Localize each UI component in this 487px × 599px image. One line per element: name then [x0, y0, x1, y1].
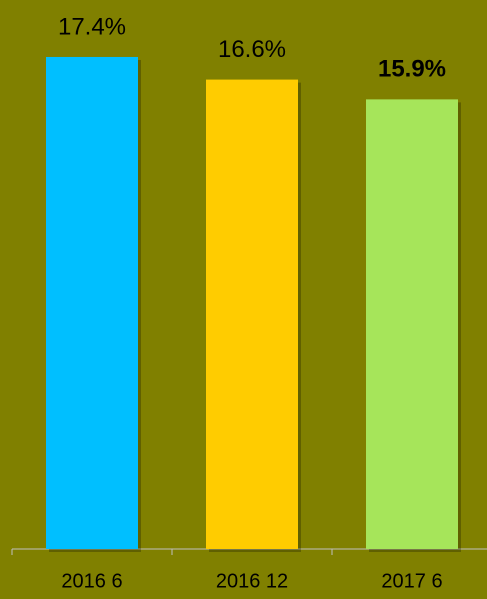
- value-label: 16.6%: [218, 36, 286, 63]
- bar: [46, 56, 138, 549]
- bar: [366, 99, 458, 549]
- x-tick-label: 2016 12: [216, 570, 288, 592]
- value-label: 17.4%: [58, 13, 126, 40]
- x-tick-label: 2016 6: [61, 570, 122, 592]
- bar: [206, 79, 298, 549]
- x-tick-label: 2017 6: [381, 570, 442, 592]
- value-label: 15.9%: [378, 56, 446, 83]
